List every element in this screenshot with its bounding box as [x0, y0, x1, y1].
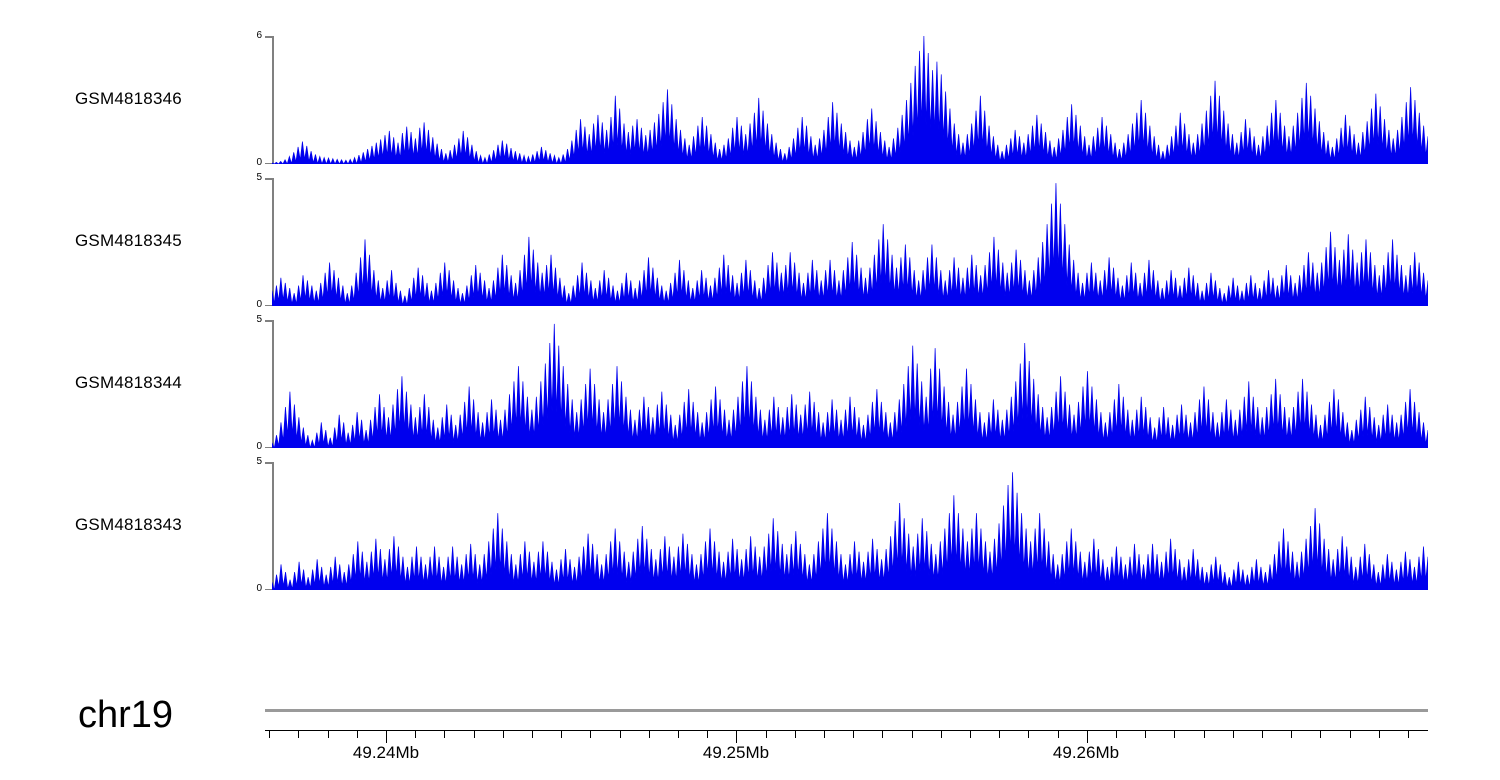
ruler-minor-tick — [1058, 731, 1059, 738]
y-axis-max-label: 5 — [256, 172, 262, 183]
ruler-minor-tick — [1233, 731, 1234, 738]
ruler-minor-tick — [1174, 731, 1175, 738]
ruler-minor-tick — [941, 731, 942, 738]
ruler-minor-tick — [269, 731, 270, 738]
chromosome-name-label: chr19 — [78, 694, 174, 736]
ruler-minor-tick — [503, 731, 504, 738]
track-sample-label: GSM4818343 — [75, 515, 182, 534]
ruler-major-tick — [736, 731, 737, 743]
coverage-area-path — [272, 472, 1428, 590]
ruler-minor-tick — [357, 731, 358, 738]
ruler-major-tick — [1087, 731, 1088, 743]
ruler-major-tick — [386, 731, 387, 743]
ruler-minor-tick — [1350, 731, 1351, 738]
track-sample-label: GSM4818345 — [75, 231, 182, 250]
ruler-minor-tick — [1145, 731, 1146, 738]
y-axis-tick-zero — [265, 304, 273, 306]
ruler-minor-tick — [649, 731, 650, 738]
y-axis-tick-max — [265, 36, 273, 38]
y-axis-min-label: 0 — [256, 299, 262, 310]
ruler-minor-tick — [1291, 731, 1292, 738]
ruler-tick-label: 49.25Mb — [702, 743, 770, 762]
ruler-minor-tick — [999, 731, 1000, 738]
ruler-minor-tick — [1408, 731, 1409, 738]
coverage-profile — [272, 183, 1428, 306]
coverage-profile — [272, 36, 1428, 164]
coverage-profile — [272, 472, 1428, 590]
y-axis-tick-zero — [265, 446, 273, 448]
y-axis-tick-max — [265, 320, 273, 322]
coverage-track[interactable]: GSM4818345 5 0 — [0, 173, 1500, 310]
y-axis-tick-max — [265, 462, 273, 464]
y-axis-tick-max — [265, 178, 273, 180]
ruler-minor-tick — [707, 731, 708, 738]
y-axis-max-label: 5 — [256, 456, 262, 467]
coverage-plot-area[interactable] — [272, 462, 1428, 590]
ruler-minor-tick — [328, 731, 329, 738]
ruler-minor-tick — [1262, 731, 1263, 738]
ruler-baseline — [265, 730, 1428, 731]
ruler-minor-tick — [590, 731, 591, 738]
track-sample-label: GSM4818344 — [75, 373, 182, 392]
coverage-plot-area[interactable] — [272, 178, 1428, 306]
y-axis-max-label: 5 — [256, 314, 262, 325]
y-axis-tick-zero — [265, 588, 273, 590]
ruler-minor-tick — [970, 731, 971, 738]
ruler-minor-tick — [1379, 731, 1380, 738]
ruler-minor-tick — [766, 731, 767, 738]
ruler-minor-tick — [1028, 731, 1029, 738]
ruler-minor-tick — [1204, 731, 1205, 738]
coverage-track[interactable]: GSM4818346 6 0 — [0, 31, 1500, 168]
y-axis-spine — [272, 320, 274, 448]
y-axis-max-label: 6 — [256, 30, 262, 41]
ruler-minor-tick — [912, 731, 913, 738]
track-sample-label: GSM4818346 — [75, 89, 182, 108]
ruler-minor-tick — [561, 731, 562, 738]
ruler-tick-label: 49.24Mb — [352, 743, 420, 762]
coverage-track[interactable]: GSM4818344 5 0 — [0, 315, 1500, 452]
y-axis-tick-zero — [265, 162, 273, 164]
chromosome-bar[interactable] — [265, 709, 1428, 712]
y-axis-min-label: 0 — [256, 583, 262, 594]
ruler-minor-tick — [298, 731, 299, 738]
y-axis-spine — [272, 36, 274, 164]
y-axis-spine — [272, 462, 274, 590]
ruler-minor-tick — [1320, 731, 1321, 738]
ruler-minor-tick — [795, 731, 796, 738]
coverage-profile — [272, 323, 1428, 448]
y-axis-min-label: 0 — [256, 441, 262, 452]
coverage-area-path — [272, 183, 1428, 306]
ruler-minor-tick — [415, 731, 416, 738]
ruler-minor-tick — [678, 731, 679, 738]
ruler-minor-tick — [1116, 731, 1117, 738]
ruler-minor-tick — [853, 731, 854, 738]
coverage-area-path — [272, 323, 1428, 448]
coverage-track[interactable]: GSM4818343 5 0 — [0, 457, 1500, 594]
ruler-minor-tick — [444, 731, 445, 738]
y-axis-min-label: 0 — [256, 157, 262, 168]
ruler-minor-tick — [532, 731, 533, 738]
y-axis-spine — [272, 178, 274, 306]
coverage-plot-area[interactable] — [272, 320, 1428, 448]
coverage-plot-area[interactable] — [272, 36, 1428, 164]
ruler-minor-tick — [824, 731, 825, 738]
ruler-minor-tick — [882, 731, 883, 738]
ruler-minor-tick — [474, 731, 475, 738]
coverage-area-path — [272, 36, 1428, 164]
ruler-tick-label: 49.26Mb — [1052, 743, 1120, 762]
ruler-minor-tick — [620, 731, 621, 738]
